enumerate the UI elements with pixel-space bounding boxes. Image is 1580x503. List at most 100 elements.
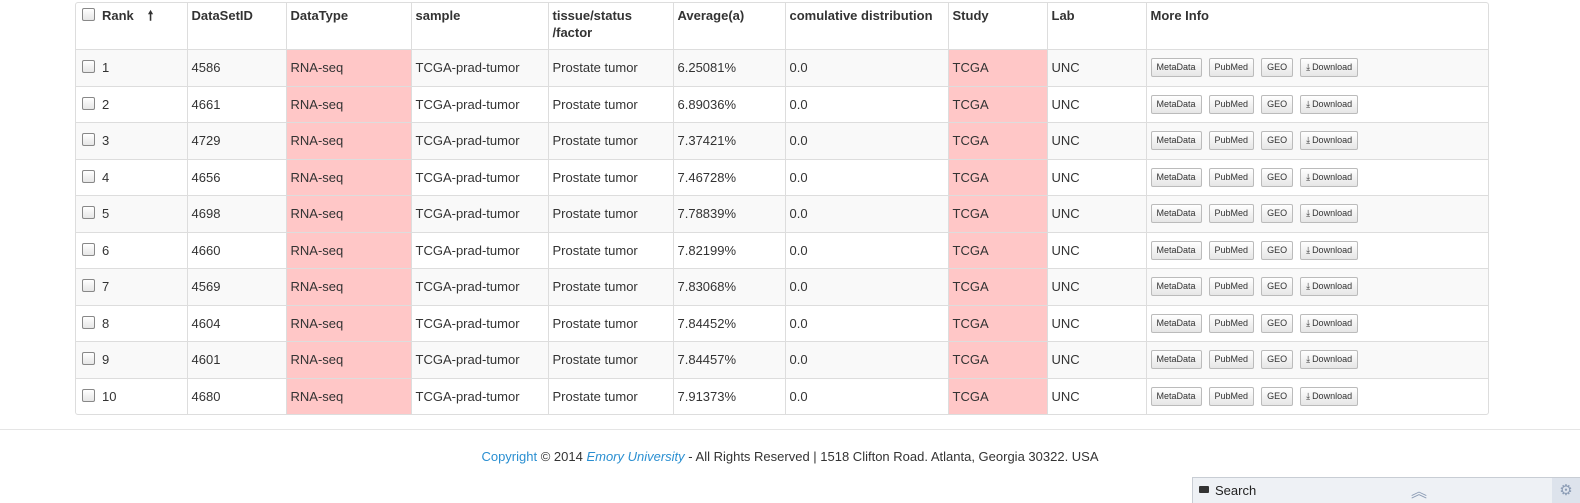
pubmed-button[interactable]: PubMed xyxy=(1208,58,1255,78)
pubmed-button[interactable]: PubMed xyxy=(1208,386,1255,406)
row-checkbox[interactable] xyxy=(82,242,95,256)
download-button[interactable]: ⤓ Download xyxy=(1300,167,1359,187)
metadata-button[interactable]: MetaData xyxy=(1150,58,1202,78)
dataset-id-column-header[interactable]: DataSetID xyxy=(187,3,287,50)
metadata-button[interactable]: MetaData xyxy=(1150,240,1202,260)
pubmed-button[interactable]: PubMed xyxy=(1208,131,1255,151)
dataset-id-cell: 4656 xyxy=(187,159,287,196)
table-row: 1 4586 RNA-seq TCGA-prad-tumor Prostate … xyxy=(76,49,1488,87)
pubmed-button[interactable]: PubMed xyxy=(1208,277,1255,297)
search-panel-bar[interactable]: Search ︽ ⚙ xyxy=(1192,477,1580,503)
row-checkbox[interactable] xyxy=(82,169,95,183)
sort-ascending-icon[interactable]: 🠕 xyxy=(147,8,154,23)
metadata-button[interactable]: MetaData xyxy=(1150,350,1202,370)
row-checkbox[interactable] xyxy=(82,388,95,402)
geo-button[interactable]: GEO xyxy=(1261,277,1294,297)
folder-icon xyxy=(1199,486,1209,493)
more-info-cell: MetaData PubMed GEO ⤓ Download xyxy=(1146,268,1488,306)
rank-value: 3 xyxy=(102,133,110,149)
cumulative-cell: 0.0 xyxy=(785,268,949,306)
footer-divider xyxy=(0,429,1580,430)
rank-cell: 5 xyxy=(76,195,188,233)
metadata-button[interactable]: MetaData xyxy=(1150,277,1202,297)
sample-cell: TCGA-prad-tumor xyxy=(411,268,549,306)
search-panel-label[interactable]: Search xyxy=(1215,483,1257,498)
pubmed-button[interactable]: PubMed xyxy=(1208,313,1255,333)
download-button[interactable]: ⤓ Download xyxy=(1300,94,1359,114)
download-button[interactable]: ⤓ Download xyxy=(1300,313,1359,333)
study-column-header[interactable]: Study xyxy=(948,3,1048,50)
geo-button[interactable]: GEO xyxy=(1261,94,1294,114)
download-icon: ⤓ xyxy=(1306,354,1311,365)
cumulative-cell: 0.0 xyxy=(785,122,949,160)
geo-button[interactable]: GEO xyxy=(1261,204,1294,224)
lab-cell: UNC xyxy=(1047,268,1147,306)
rank-value: 10 xyxy=(102,388,117,404)
rank-value: 8 xyxy=(102,315,110,331)
table-row: 6 4660 RNA-seq TCGA-prad-tumor Prostate … xyxy=(76,232,1488,269)
pubmed-button[interactable]: PubMed xyxy=(1208,204,1255,224)
cumulative-cell: 0.0 xyxy=(785,232,949,269)
lab-cell: UNC xyxy=(1047,195,1147,233)
download-button[interactable]: ⤓ Download xyxy=(1300,240,1359,260)
row-checkbox[interactable] xyxy=(82,60,95,74)
cumulative-column-header[interactable]: comulative distribution xyxy=(785,3,949,50)
download-button[interactable]: ⤓ Download xyxy=(1300,386,1359,406)
rank-column-header[interactable]: Rank 🠕 xyxy=(76,3,188,50)
sample-cell: TCGA-prad-tumor xyxy=(411,159,549,196)
tissue-column-header[interactable]: tissue/status/factor xyxy=(548,3,674,50)
geo-button[interactable]: GEO xyxy=(1261,58,1294,78)
download-icon: ⤓ xyxy=(1306,98,1311,109)
tissue-cell: Prostate tumor xyxy=(548,232,674,269)
download-button[interactable]: ⤓ Download xyxy=(1300,204,1359,224)
pubmed-button[interactable]: PubMed xyxy=(1208,94,1255,114)
metadata-button[interactable]: MetaData xyxy=(1150,131,1202,151)
download-button[interactable]: ⤓ Download xyxy=(1300,350,1359,370)
datatype-cell: RNA-seq xyxy=(286,122,412,160)
row-checkbox[interactable] xyxy=(82,133,95,147)
download-button[interactable]: ⤓ Download xyxy=(1300,277,1359,297)
sample-cell: TCGA-prad-tumor xyxy=(411,86,549,123)
metadata-button[interactable]: MetaData xyxy=(1150,94,1202,114)
row-checkbox[interactable] xyxy=(82,352,95,366)
more-info-cell: MetaData PubMed GEO ⤓ Download xyxy=(1146,232,1488,269)
geo-button[interactable]: GEO xyxy=(1261,313,1294,333)
pubmed-button[interactable]: PubMed xyxy=(1208,240,1255,260)
pubmed-button[interactable]: PubMed xyxy=(1208,350,1255,370)
metadata-button[interactable]: MetaData xyxy=(1150,204,1202,224)
emory-university-link[interactable]: Emory University xyxy=(586,449,685,464)
lab-cell: UNC xyxy=(1047,159,1147,196)
metadata-button[interactable]: MetaData xyxy=(1150,386,1202,406)
table-body: 1 4586 RNA-seq TCGA-prad-tumor Prostate … xyxy=(76,49,1488,414)
datatype-cell: RNA-seq xyxy=(286,49,412,87)
geo-button[interactable]: GEO xyxy=(1261,167,1294,187)
gear-icon[interactable]: ⚙ xyxy=(1552,478,1580,503)
row-checkbox[interactable] xyxy=(82,96,95,110)
sample-column-header[interactable]: sample xyxy=(411,3,549,50)
dataset-id-cell: 4569 xyxy=(187,268,287,306)
datatype-column-header[interactable]: DataType xyxy=(286,3,412,50)
more-info-cell: MetaData PubMed GEO ⤓ Download xyxy=(1146,195,1488,233)
download-button[interactable]: ⤓ Download xyxy=(1300,131,1359,151)
rank-value: 2 xyxy=(102,96,110,112)
lab-column-header[interactable]: Lab xyxy=(1047,3,1147,50)
geo-button[interactable]: GEO xyxy=(1261,240,1294,260)
pubmed-button[interactable]: PubMed xyxy=(1208,167,1255,187)
row-checkbox[interactable] xyxy=(82,206,95,220)
double-chevron-up-icon[interactable]: ︽ xyxy=(1411,484,1428,501)
copyright-link[interactable]: Copyright xyxy=(481,449,538,464)
row-checkbox[interactable] xyxy=(82,315,95,329)
dataset-id-cell: 4660 xyxy=(187,232,287,269)
rank-value: 1 xyxy=(102,60,110,76)
download-icon: ⤓ xyxy=(1306,135,1311,146)
download-button[interactable]: ⤓ Download xyxy=(1300,58,1359,78)
average-column-header[interactable]: Average(a) xyxy=(673,3,786,50)
tissue-cell: Prostate tumor xyxy=(548,268,674,306)
metadata-button[interactable]: MetaData xyxy=(1150,167,1202,187)
geo-button[interactable]: GEO xyxy=(1261,350,1294,370)
select-all-checkbox[interactable] xyxy=(82,8,95,21)
row-checkbox[interactable] xyxy=(82,279,95,293)
geo-button[interactable]: GEO xyxy=(1261,386,1294,406)
metadata-button[interactable]: MetaData xyxy=(1150,313,1202,333)
geo-button[interactable]: GEO xyxy=(1261,131,1294,151)
